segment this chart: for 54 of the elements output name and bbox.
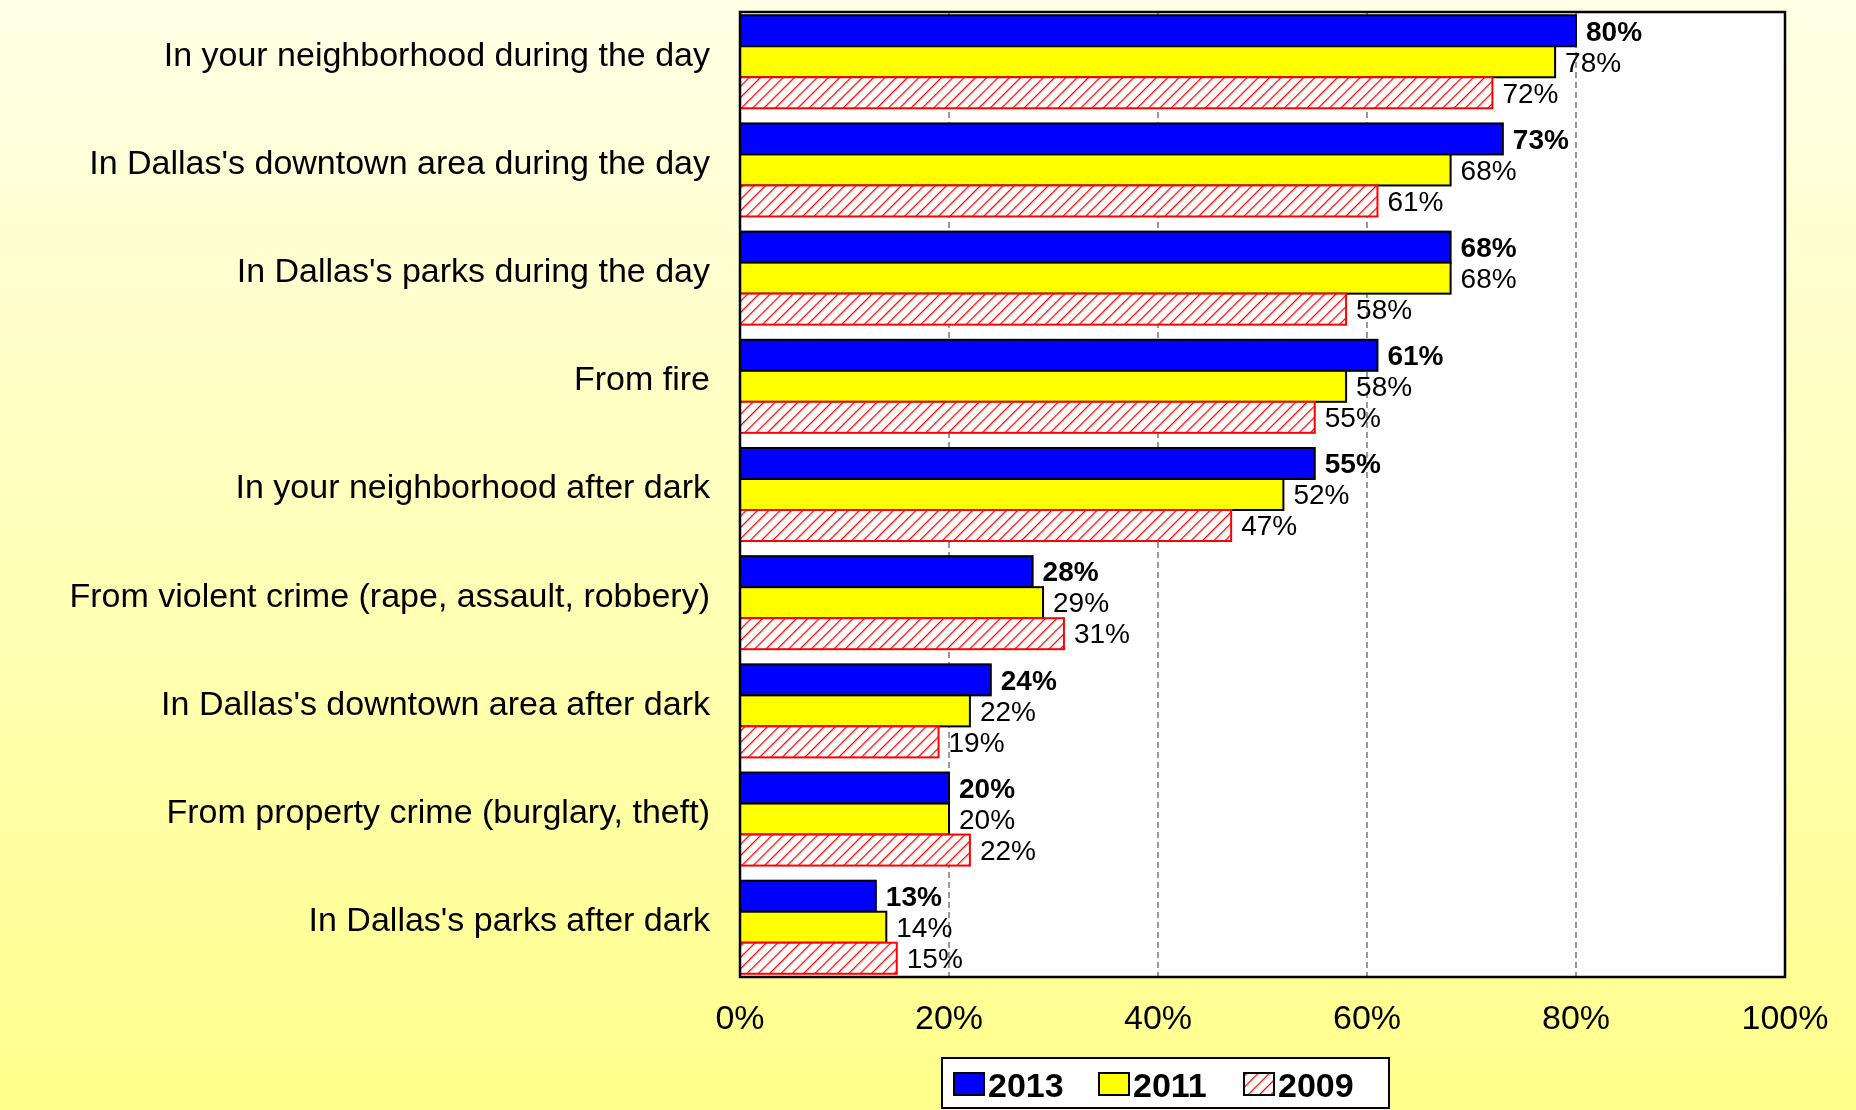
data-label: 28% — [1042, 556, 1099, 588]
data-label: 22% — [979, 834, 1036, 866]
y-tick-label: From violent crime (rape, assault, robbery) — [69, 575, 710, 614]
bar — [739, 184, 1379, 218]
data-label: 22% — [979, 695, 1036, 727]
bar — [739, 833, 971, 867]
data-label: 24% — [1000, 664, 1057, 696]
bar — [739, 400, 1316, 434]
x-tick-label: 80% — [1541, 997, 1611, 1036]
data-label: 52% — [1293, 479, 1350, 511]
data-label: 55% — [1324, 402, 1381, 434]
data-label: 47% — [1241, 510, 1298, 542]
data-label: 73% — [1512, 123, 1569, 155]
bar — [739, 617, 1065, 651]
y-tick-label: In Dallas's downtown area after dark — [161, 683, 711, 722]
data-label: 68% — [1460, 231, 1517, 263]
bar — [739, 76, 1494, 110]
data-label: 29% — [1053, 587, 1110, 619]
data-label: 20% — [959, 772, 1016, 804]
y-tick-label: In Dallas's downtown area during the day — [89, 142, 710, 181]
data-label: 15% — [906, 943, 963, 975]
legend-label: 2011 — [1133, 1065, 1207, 1104]
legend-label: 2013 — [988, 1065, 1064, 1104]
x-tick-label: 100% — [1741, 997, 1829, 1036]
legend-label: 2009 — [1278, 1065, 1354, 1104]
data-label: 61% — [1387, 185, 1444, 217]
data-label: 58% — [1356, 371, 1413, 403]
data-label: 20% — [959, 803, 1016, 835]
data-label: 68% — [1460, 154, 1517, 186]
data-label: 80% — [1586, 15, 1643, 47]
data-label: 58% — [1356, 293, 1413, 325]
y-tick-label: In Dallas's parks after dark — [308, 900, 711, 939]
x-tick-label: 20% — [914, 997, 984, 1036]
y-tick-label: In your neighborhood during the day — [163, 34, 710, 73]
bar — [739, 941, 898, 975]
bar — [739, 725, 940, 759]
y-tick-label: From property crime (burglary, theft) — [166, 791, 710, 830]
y-tick-label: In Dallas's parks during the day — [236, 251, 710, 290]
y-tick-label: From fire — [574, 359, 710, 398]
data-label: 78% — [1565, 46, 1622, 78]
data-label: 61% — [1387, 340, 1444, 372]
x-tick-label: 0% — [715, 997, 765, 1036]
data-label: 14% — [896, 912, 953, 944]
data-label: 55% — [1324, 448, 1381, 480]
data-label: 31% — [1073, 618, 1130, 650]
x-tick-label: 60% — [1332, 997, 1402, 1036]
bar — [739, 292, 1348, 326]
data-label: 19% — [948, 726, 1005, 758]
x-tick-label: 40% — [1123, 997, 1193, 1036]
data-label: 68% — [1460, 262, 1517, 294]
data-label: 72% — [1502, 77, 1559, 109]
bar — [739, 509, 1233, 543]
data-label: 13% — [885, 881, 942, 913]
y-tick-label: In your neighborhood after dark — [235, 467, 711, 506]
